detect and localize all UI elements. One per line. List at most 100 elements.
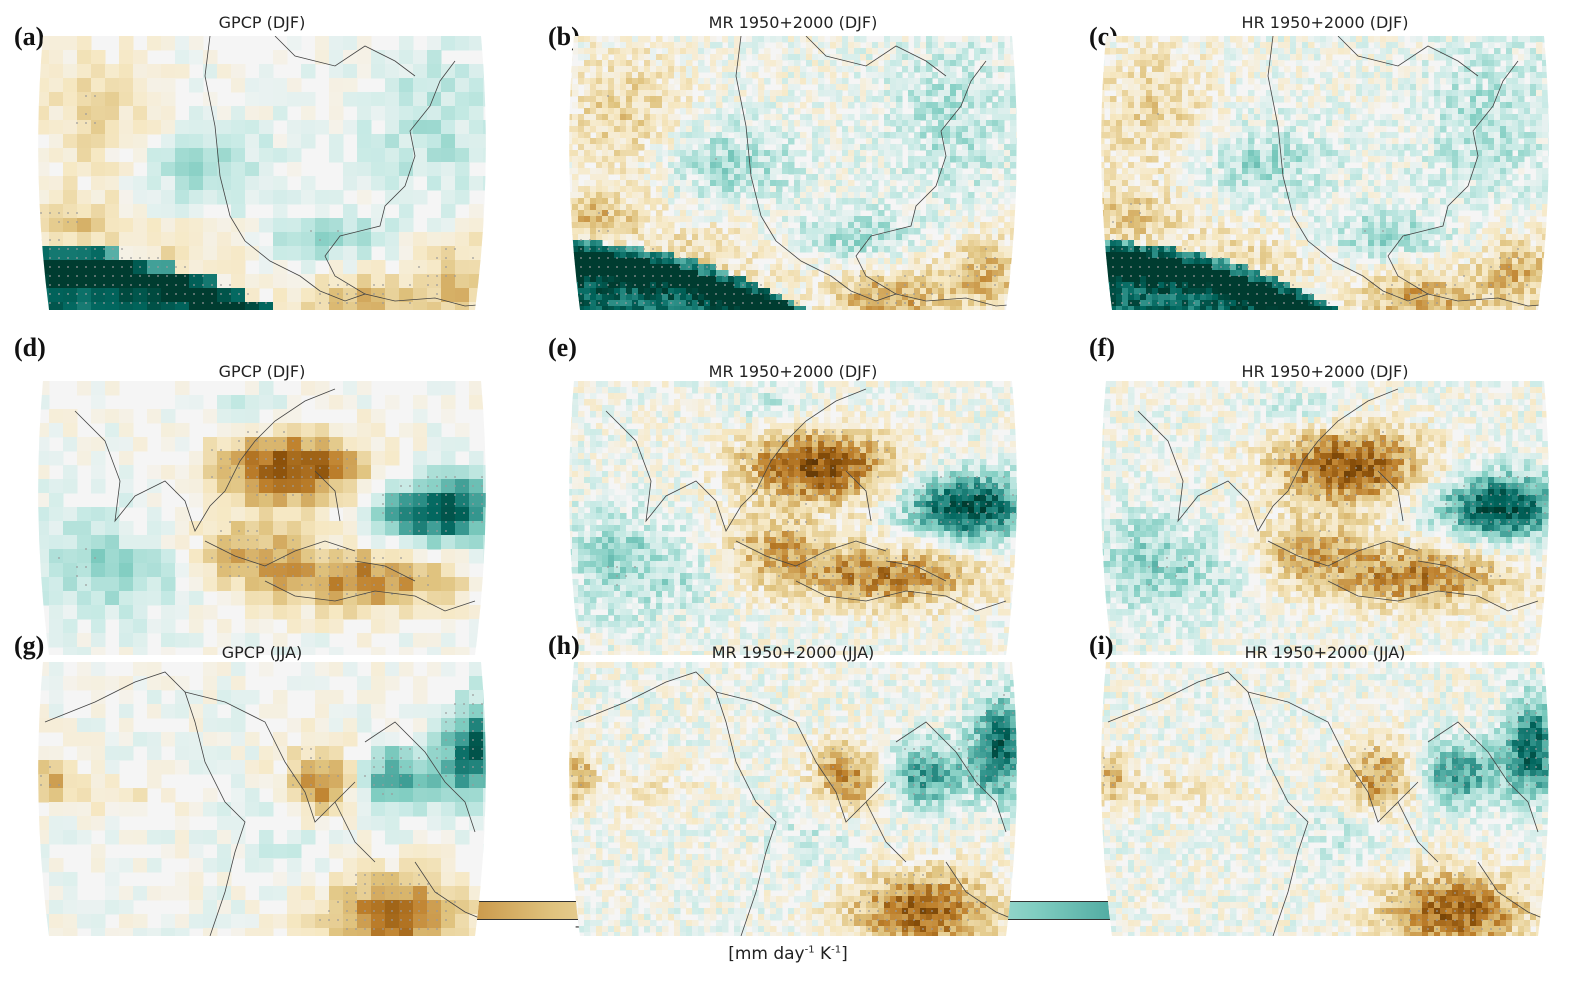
field-cell (1242, 102, 1249, 109)
significance-dot (67, 284, 69, 286)
field-cell (992, 66, 999, 73)
field-cell (413, 274, 428, 289)
field-cell (1170, 114, 1177, 121)
significance-dot (49, 275, 51, 277)
field-cell (782, 204, 789, 211)
field-cell (950, 264, 957, 271)
field-cell (133, 78, 148, 93)
field-cell (1488, 54, 1495, 61)
field-cell (91, 50, 106, 65)
field-cell (1344, 84, 1351, 91)
field-cell (1128, 78, 1135, 85)
field-cell (1326, 54, 1333, 61)
field-cell (770, 132, 777, 139)
field-cell (626, 258, 633, 265)
field-cell (932, 132, 939, 139)
field-cell (896, 198, 903, 205)
field-cell (860, 198, 867, 205)
field-cell (818, 42, 825, 49)
field-cell (836, 216, 843, 223)
field-cell (1404, 78, 1411, 85)
field-cell (1518, 102, 1525, 109)
field-cell (680, 54, 687, 61)
field-cell (644, 288, 651, 295)
significance-dot (85, 257, 87, 259)
field-cell (1101, 72, 1105, 79)
field-cell (329, 106, 344, 121)
field-cell (800, 72, 807, 79)
field-cell (91, 176, 106, 191)
field-cell (1296, 66, 1303, 73)
field-cell (119, 260, 134, 275)
significance-dot (337, 302, 339, 304)
field-cell (878, 258, 885, 265)
field-cell (1320, 42, 1327, 49)
field-cell (938, 180, 945, 187)
field-cell (860, 294, 867, 301)
field-cell (872, 204, 879, 211)
field-cell (1356, 102, 1363, 109)
field-cell (245, 232, 260, 247)
field-cell (848, 252, 855, 259)
significance-dot (85, 266, 87, 268)
field-cell (914, 186, 921, 193)
field-cell (1230, 78, 1237, 85)
field-cell (848, 126, 855, 133)
field-cell (1470, 84, 1477, 91)
field-cell (992, 168, 999, 175)
field-cell (1140, 114, 1147, 121)
field-cell (1284, 48, 1291, 55)
field-cell (49, 260, 64, 275)
field-cell (572, 228, 579, 235)
field-cell (287, 78, 302, 93)
field-cell (608, 114, 615, 121)
field-cell (1542, 96, 1549, 103)
field-cell (698, 168, 705, 175)
field-cell (980, 234, 987, 241)
field-cell (752, 174, 759, 181)
field-cell (287, 246, 302, 261)
field-cell (776, 198, 783, 205)
field-cell (836, 252, 843, 259)
field-cell (1494, 78, 1501, 85)
significance-dot (715, 302, 717, 304)
field-cell (668, 156, 675, 163)
field-cell (1164, 42, 1171, 49)
field-cell (662, 204, 669, 211)
field-cell (956, 138, 963, 145)
field-cell (824, 90, 831, 97)
field-cell (608, 126, 615, 133)
field-cell (644, 54, 651, 61)
field-cell (1530, 120, 1537, 127)
field-cell (1464, 108, 1471, 115)
field-cell (818, 54, 825, 61)
field-cell (770, 300, 777, 307)
field-cell (38, 218, 50, 233)
field-cell (1500, 120, 1507, 127)
field-cell (357, 302, 372, 310)
field-cell (1278, 96, 1285, 103)
field-cell (944, 78, 951, 85)
field-cell (752, 270, 759, 277)
field-cell (1206, 42, 1213, 49)
field-cell (1464, 48, 1471, 55)
significance-dot (643, 248, 645, 250)
field-cell (644, 36, 651, 43)
field-cell (812, 138, 819, 145)
significance-dot (688, 302, 690, 304)
field-cell (818, 84, 825, 91)
field-cell (596, 120, 603, 127)
field-cell (1410, 78, 1417, 85)
field-cell (608, 234, 615, 241)
field-cell (1206, 66, 1213, 73)
field-cell (956, 90, 963, 97)
field-cell (1524, 60, 1531, 67)
field-cell (632, 168, 639, 175)
field-cell (788, 54, 795, 61)
field-cell (217, 274, 232, 289)
field-cell (698, 78, 705, 85)
field-cell (1296, 48, 1303, 55)
field-cell (872, 78, 879, 85)
field-cell (161, 106, 176, 121)
field-cell (1200, 60, 1207, 67)
